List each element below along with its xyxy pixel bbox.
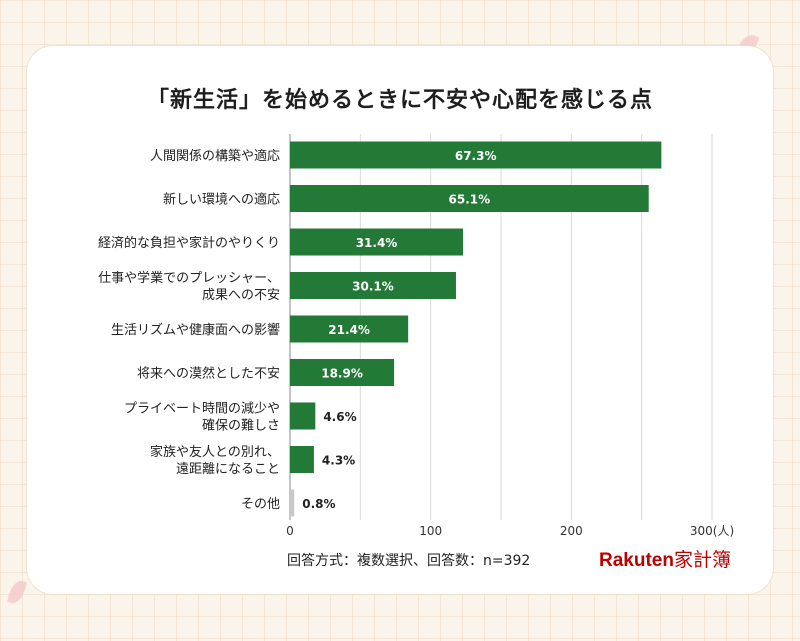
category-label: 家族や友人との別れ、遠距離になること bbox=[150, 444, 280, 477]
bar-value-label: 31.4% bbox=[356, 236, 398, 250]
category-label: プライベート時間の減少や確保の難しさ bbox=[124, 401, 280, 434]
category-label: 生活リズムや健康面への影響 bbox=[111, 322, 280, 338]
category-label: 仕事や学業でのプレッシャー、成果への不安 bbox=[98, 270, 280, 303]
category-labels: 人間関係の構築や適応新しい環境への適応経済的な負担や家計のやりくり仕事や学業での… bbox=[98, 148, 280, 512]
category-label-line: 成果への不安 bbox=[202, 288, 280, 303]
category-label: 人間関係の構築や適応 bbox=[150, 148, 280, 164]
axis-ticks: 0 100 200 300(人) bbox=[286, 524, 734, 538]
x-tick-label: 100 bbox=[419, 524, 442, 538]
brand-logo: Rakuten家計簿 bbox=[599, 545, 731, 572]
bar bbox=[290, 315, 409, 343]
bar-value-label: 65.1% bbox=[449, 193, 491, 207]
x-tick-label: 0 bbox=[286, 524, 294, 538]
bar-value-label: 4.3% bbox=[322, 454, 355, 468]
bar bbox=[290, 402, 316, 430]
x-tick-label: 300(人) bbox=[690, 524, 734, 538]
bar bbox=[290, 489, 295, 517]
x-tick-label: 200 bbox=[560, 524, 583, 538]
bar-value-label: 30.1% bbox=[352, 280, 394, 294]
category-label: 将来への漠然とした不安 bbox=[137, 366, 280, 382]
category-label: その他 bbox=[241, 497, 280, 512]
category-label-line: 人間関係の構築や適応 bbox=[150, 148, 280, 164]
brand-product: 家計簿 bbox=[673, 549, 731, 571]
bar-value-label: 21.4% bbox=[328, 323, 370, 337]
bar-value-label: 0.8% bbox=[302, 497, 335, 511]
brand-name: Rakuten bbox=[599, 550, 674, 571]
footnote: 回答方式：複数選択、回答数：n=392 bbox=[287, 553, 531, 569]
category-label: 経済的な負担や家計のやりくり bbox=[98, 235, 280, 251]
category-label-line: 遠距離になること bbox=[176, 462, 280, 477]
bar bbox=[290, 446, 314, 473]
category-label-line: 家族や友人との別れ、 bbox=[150, 444, 280, 460]
bar bbox=[290, 141, 662, 169]
bar bbox=[290, 228, 464, 256]
category-label-line: プライベート時間の減少や bbox=[124, 401, 280, 417]
category-label-line: 確保の難しさ bbox=[202, 418, 280, 434]
bars: 67.3% 65.1% 31.4% 30.1% 21.4% 18.9% 4.6% 4.3% 0.… bbox=[290, 141, 662, 517]
bar bbox=[290, 185, 649, 212]
category-label-line: 仕事や学業でのプレッシャー、 bbox=[98, 270, 280, 286]
bar-value-label: 67.3% bbox=[455, 149, 497, 163]
category-label-line: 経済的な負担や家計のやりくり bbox=[98, 235, 280, 251]
category-label-line: 生活リズムや健康面への影響 bbox=[111, 322, 280, 338]
category-label-line: その他 bbox=[241, 497, 280, 512]
bar bbox=[290, 272, 456, 299]
category-label-line: 新しい環境への適応 bbox=[163, 192, 280, 208]
category-label-line: 将来への漠然とした不安 bbox=[137, 366, 280, 382]
bar bbox=[290, 359, 395, 386]
category-label: 新しい環境への適応 bbox=[163, 192, 280, 208]
bar-value-label: 4.6% bbox=[323, 410, 356, 424]
bar-value-label: 18.9% bbox=[321, 367, 363, 381]
chart-title: 「新生活」を始めるときに不安や心配を感じる点 bbox=[146, 88, 653, 113]
